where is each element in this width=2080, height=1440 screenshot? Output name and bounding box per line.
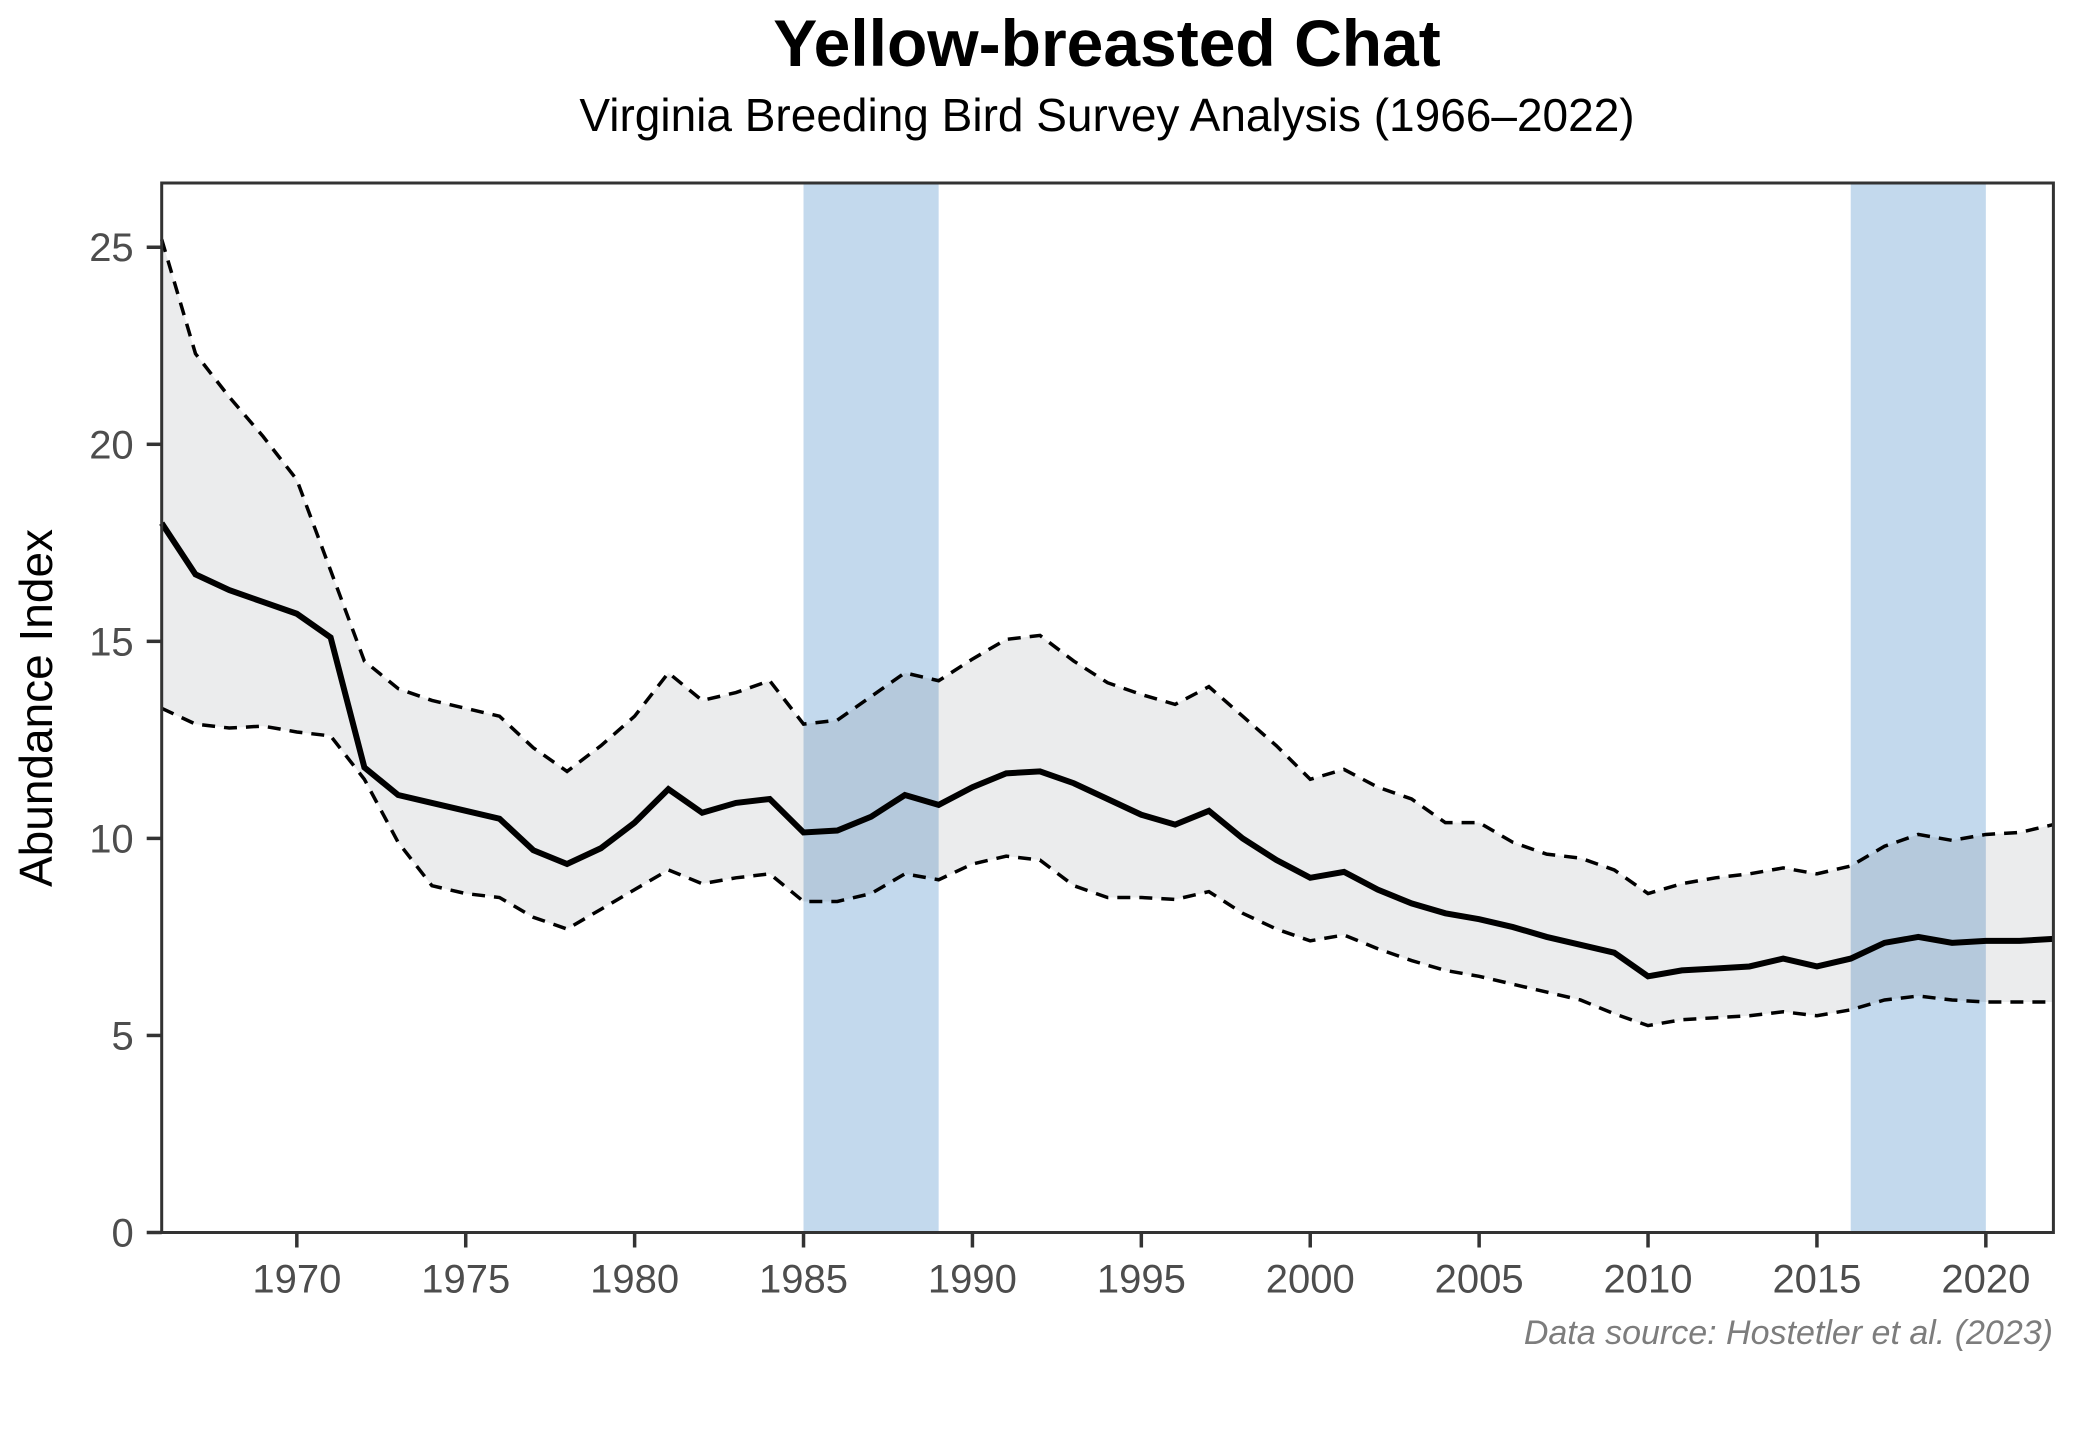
data-source-caption: Data source: Hostetler et al. (2023) (1524, 1314, 2053, 1352)
lower-ci-line (160, 706, 2054, 1028)
y-tick-label: 25 (89, 226, 134, 270)
x-tick-label: 1970 (252, 1258, 341, 1302)
estimate-line (159, 521, 2054, 980)
upper-ci-line (160, 238, 2054, 896)
chart-title: Yellow-breasted Chat (773, 6, 1441, 80)
x-tick-label: 2005 (1435, 1258, 1524, 1302)
panel-border (160, 181, 2055, 1234)
x-tick-label: 1975 (421, 1258, 510, 1302)
chart-subtitle: Virginia Breeding Bird Survey Analysis (… (579, 89, 1634, 141)
y-tick-label: 5 (111, 1014, 133, 1058)
x-tick-label: 2000 (1266, 1258, 1355, 1302)
y-tick-label: 10 (89, 817, 134, 861)
highlight-band (803, 183, 939, 1233)
y-tick-label: 15 (89, 620, 134, 664)
x-tick-label: 1985 (759, 1258, 848, 1302)
x-tick-label: 1995 (1097, 1258, 1186, 1302)
highlight-band (1850, 183, 1986, 1233)
x-tick-label: 2015 (1772, 1258, 1861, 1302)
x-tick-label: 1980 (590, 1258, 679, 1302)
y-tick-label: 20 (89, 423, 134, 467)
x-tick-label: 1990 (928, 1258, 1017, 1302)
y-tick-label: 0 (111, 1212, 133, 1256)
confidence-ribbon (161, 239, 2054, 1026)
y-axis-title: Abundance Index (10, 529, 62, 887)
chart-layers: 1970 1975 1980 1985 1990 1995 2000 2005 2010 2015… (89, 181, 2055, 1302)
x-tick-label: 2020 (1941, 1258, 2030, 1302)
x-tick-label: 2010 (1604, 1258, 1693, 1302)
